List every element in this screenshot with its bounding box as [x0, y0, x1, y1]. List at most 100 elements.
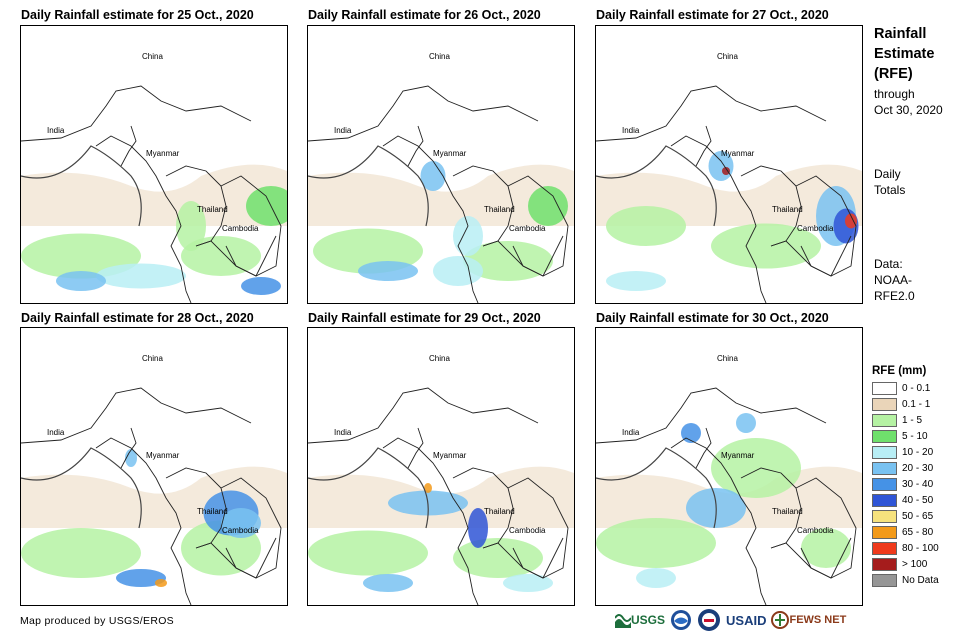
legend-label: 80 - 100 [902, 542, 939, 554]
rain-area [363, 574, 413, 592]
rain-area [453, 216, 483, 256]
legend-label: No Data [902, 574, 939, 586]
through-date: through Oct 30, 2020 [874, 86, 943, 118]
country-label-china: China [717, 52, 738, 61]
country-border [165, 467, 227, 549]
rain-area [176, 201, 206, 251]
totals-label: Totals [874, 183, 906, 197]
title-line-3: (RFE) [874, 66, 913, 82]
rain-area [155, 579, 167, 587]
country-border [740, 467, 802, 549]
country-border [120, 125, 137, 167]
legend-swatch [872, 413, 897, 427]
rainfall-map-1: China India Myanmar Thailand Cambodia [20, 25, 288, 304]
country-border [95, 135, 192, 303]
legend-swatch [872, 525, 897, 539]
coastline [21, 145, 142, 227]
coastline [21, 447, 142, 529]
coastline [596, 447, 717, 529]
rain-area [801, 528, 851, 568]
source-line-2: RFE2.0 [874, 289, 915, 303]
usaid-seal-icon [698, 609, 721, 631]
country-border [382, 135, 479, 303]
legend-label: 0 - 0.1 [902, 382, 931, 394]
country-label-myanmar: Myanmar [721, 149, 755, 158]
country-border [770, 235, 852, 277]
rain-area [308, 530, 428, 576]
rain-area [420, 161, 446, 191]
dry-area [21, 164, 287, 226]
country-label-myanmar: Myanmar [433, 149, 467, 158]
legend-label: 1 - 5 [902, 414, 923, 426]
rainfall-map-3: China India Myanmar Thailand Cambodia [595, 25, 863, 304]
rain-area [453, 538, 543, 578]
rain-area [358, 261, 418, 281]
rain-area [606, 271, 666, 291]
legend-swatch [872, 477, 897, 491]
legend-row: 40 - 50 [872, 492, 939, 508]
country-border [120, 427, 137, 469]
rain-area [468, 508, 488, 548]
data-source: Data: NOAA- RFE2.0 [874, 256, 915, 304]
country-border [695, 427, 712, 469]
daily-label: Daily [874, 167, 901, 181]
legend-row: 0 - 0.1 [872, 380, 939, 396]
country-border [482, 235, 564, 277]
rain-area [21, 528, 141, 578]
country-label-india: India [47, 428, 65, 437]
usaid-logo: USAID [726, 612, 767, 628]
coastline [308, 145, 429, 227]
country-label-india: India [622, 126, 640, 135]
country-label-thailand: Thailand [197, 205, 228, 214]
country-border [770, 537, 852, 579]
rain-area [96, 263, 186, 289]
map-canvas: China India Myanmar Thailand Cambodia [21, 52, 287, 303]
usgs-wave-icon [615, 614, 631, 628]
date-label: Oct 30, 2020 [874, 103, 943, 117]
legend-row: 30 - 40 [872, 476, 939, 492]
daily-totals: Daily Totals [874, 166, 905, 198]
country-border [95, 437, 192, 605]
country-border [195, 235, 277, 277]
map-canvas: China India Myanmar Thailand Cambodia [596, 354, 862, 605]
country-label-myanmar: Myanmar [146, 451, 180, 460]
panel-title-6: Daily Rainfall estimate for 30 Oct., 202… [596, 311, 829, 325]
rain-area [463, 241, 553, 281]
legend-swatch [872, 493, 897, 507]
coastline [308, 447, 429, 529]
legend-swatch [872, 541, 897, 555]
country-border [670, 437, 767, 605]
country-label-myanmar: Myanmar [146, 149, 180, 158]
panel-title-1: Daily Rainfall estimate for 25 Oct., 202… [21, 8, 254, 22]
country-border [596, 387, 827, 444]
legend-swatch [872, 573, 897, 587]
legend-label: 40 - 50 [902, 494, 934, 506]
legend-label: 30 - 40 [902, 478, 934, 490]
country-label-cambodia: Cambodia [797, 224, 834, 233]
logo-strip: USGS USAID FEWS NET [615, 606, 846, 634]
legend-label: 5 - 10 [902, 430, 928, 442]
country-label-china: China [429, 52, 450, 61]
rain-area [711, 223, 821, 269]
legend-row: 10 - 20 [872, 444, 939, 460]
rain-area [845, 213, 857, 229]
country-border [308, 85, 539, 142]
map-canvas: China India Myanmar Thailand Cambodia [308, 354, 574, 605]
legend-label: 10 - 20 [902, 446, 934, 458]
panel-title-2: Daily Rainfall estimate for 26 Oct., 202… [308, 8, 541, 22]
rain-area [246, 186, 287, 226]
legend-swatch [872, 381, 897, 395]
legend-row: 20 - 30 [872, 460, 939, 476]
country-label-thailand: Thailand [772, 205, 803, 214]
legend-row: 80 - 100 [872, 540, 939, 556]
usgs-logo: USGS [615, 612, 665, 628]
rainfall-map-4: China India Myanmar Thailand Cambodia [20, 327, 288, 606]
country-label-china: China [142, 354, 163, 363]
country-label-thailand: Thailand [484, 205, 515, 214]
country-border [21, 387, 252, 444]
title-line-1: Rainfall [874, 26, 927, 42]
panel-title-4: Daily Rainfall estimate for 28 Oct., 202… [21, 311, 254, 325]
rain-area [606, 206, 686, 246]
country-label-cambodia: Cambodia [509, 526, 546, 535]
country-label-cambodia: Cambodia [509, 224, 546, 233]
